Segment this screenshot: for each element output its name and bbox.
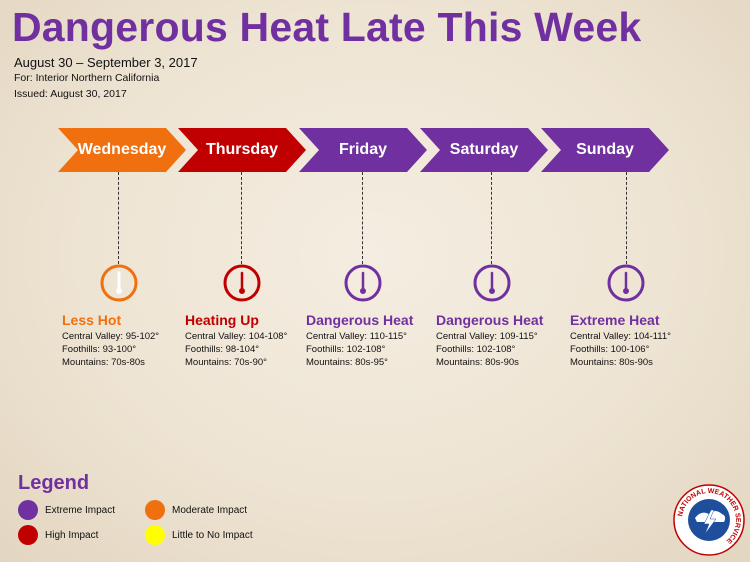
thermometer-icon — [223, 264, 261, 302]
legend-label: Moderate Impact — [172, 504, 248, 516]
timeline-connector — [241, 172, 242, 264]
nws-logo-icon: NATIONAL WEATHER SERVICE — [673, 484, 745, 556]
day-arrow-friday: Friday — [299, 128, 427, 172]
legend-item-extreme: Extreme Impact — [18, 500, 115, 520]
mountains-temp: Mountains: 70s-80s — [62, 357, 145, 368]
central-valley-temp: Central Valley: 95-102° — [62, 331, 160, 342]
moderate-impact-swatch — [145, 500, 165, 520]
day-arrow-thursday: Thursday — [178, 128, 306, 172]
thermometer-icon — [100, 264, 138, 302]
day-label: Saturday — [449, 141, 519, 158]
day-label: Friday — [338, 141, 387, 158]
impact-label: Extreme Heat — [570, 312, 660, 328]
legend-title: Legend — [18, 472, 90, 494]
foothills-temp: Foothills: 102-108° — [436, 344, 516, 355]
day-label: Thursday — [205, 141, 278, 158]
little-impact-swatch — [145, 525, 165, 545]
legend-label: Little to No Impact — [172, 529, 253, 541]
forecast-area: For: Interior Northern California — [14, 72, 160, 84]
mountains-temp: Mountains: 80s-95° — [306, 357, 388, 368]
day-label: Wednesday — [77, 141, 167, 158]
issued-date: Issued: August 30, 2017 — [14, 88, 127, 100]
thermometer-icon — [473, 264, 511, 302]
central-valley-temp: Central Valley: 110-115° — [306, 331, 407, 342]
mountains-temp: Mountains: 80s-90s — [570, 357, 653, 368]
timeline-connector — [362, 172, 363, 264]
chevron-shape — [420, 128, 548, 172]
central-valley-temp: Central Valley: 104-108° — [185, 331, 288, 342]
central-valley-temp: Central Valley: 109-115° — [436, 331, 538, 342]
legend-item-high: High Impact — [18, 525, 98, 545]
impact-label: Heating Up — [185, 312, 259, 328]
day-label: Sunday — [576, 141, 634, 158]
high-impact-swatch — [18, 525, 38, 545]
page-title: Dangerous Heat Late This Week — [12, 4, 642, 50]
timeline-connector — [491, 172, 492, 264]
central-valley-temp: Central Valley: 104-111° — [570, 331, 671, 342]
impact-label: Less Hot — [62, 312, 122, 328]
thermometer-icon — [607, 264, 645, 302]
date-range: August 30 – September 3, 2017 — [14, 55, 198, 70]
extreme-impact-swatch — [18, 500, 38, 520]
thermometer-icon — [344, 264, 382, 302]
legend-label: High Impact — [45, 529, 99, 541]
mountains-temp: Mountains: 70s-90° — [185, 357, 267, 368]
foothills-temp: Foothills: 100-106° — [570, 344, 650, 355]
day-arrow-sunday: Sunday — [541, 128, 669, 172]
chevron-shape — [299, 128, 427, 172]
foothills-temp: Foothills: 93-100° — [62, 344, 137, 355]
foothills-temp: Foothills: 102-108° — [306, 344, 386, 355]
foothills-temp: Foothills: 98-104° — [185, 344, 260, 355]
chevron-shape — [178, 128, 306, 172]
day-arrow-wednesday: Wednesday — [58, 128, 186, 172]
impact-label: Dangerous Heat — [436, 312, 544, 328]
mountains-temp: Mountains: 80s-90s — [436, 357, 519, 368]
impact-label: Dangerous Heat — [306, 312, 414, 328]
legend-item-low: Little to No Impact — [145, 525, 253, 545]
legend-item-moderate: Moderate Impact — [145, 500, 247, 520]
legend-label: Extreme Impact — [45, 504, 116, 516]
timeline-connector — [118, 172, 119, 264]
day-arrow-saturday: Saturday — [420, 128, 548, 172]
timeline-connector — [626, 172, 627, 264]
chevron-shape — [541, 128, 669, 172]
chevron-shape — [58, 128, 186, 172]
